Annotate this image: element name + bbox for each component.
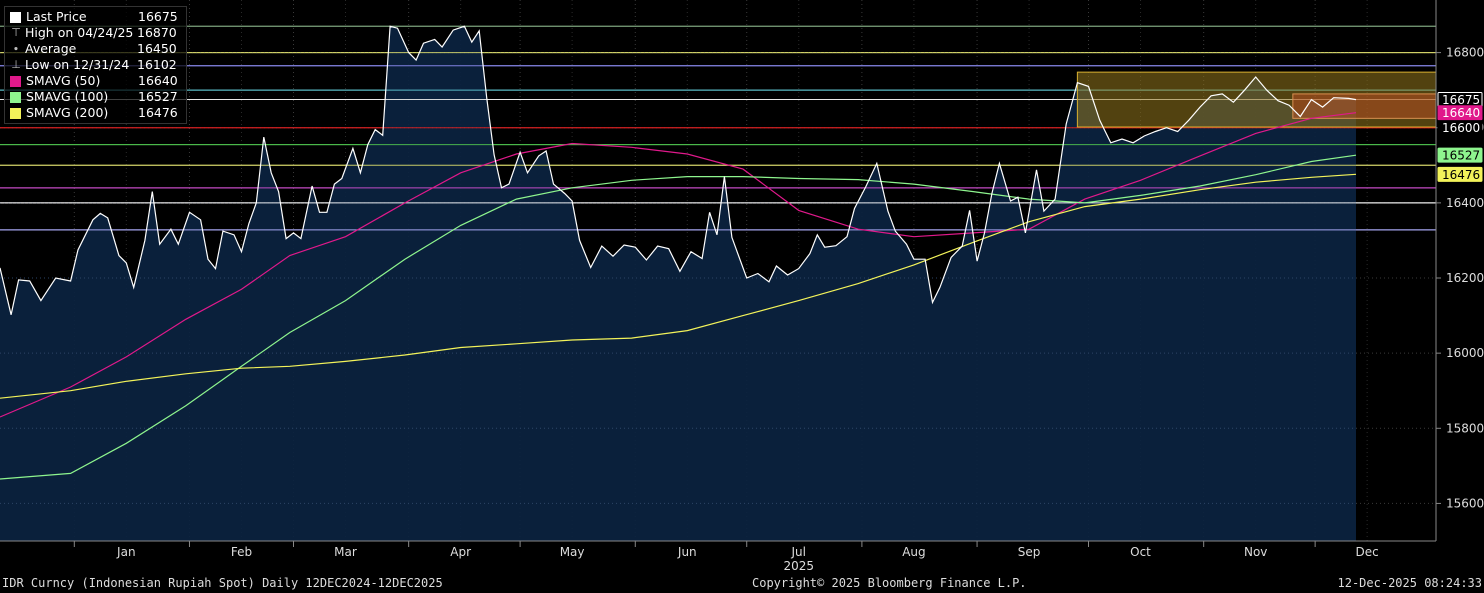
legend-label: Average [25, 41, 77, 56]
series-line [0, 154, 1357, 480]
legend-label: Low on 12/31/24 [25, 57, 130, 72]
value-label-text: 16675 [1442, 93, 1480, 107]
legend-swatch [10, 91, 21, 103]
value-label-box [1437, 120, 1483, 136]
legend-item[interactable]: SMAVG (200) 16476 [9, 105, 182, 121]
legend-item[interactable]: ∙ Average 16450 [9, 41, 182, 57]
highlight-boxes [1076, 71, 1437, 128]
copyright-text: Copyright© 2025 Bloomberg Finance L.P. [752, 576, 1027, 590]
footer-bar: IDR Curncy (Indonesian Rupiah Spot) Dail… [0, 575, 1484, 593]
legend-value: 16476 [138, 105, 178, 120]
avg-marker-icon: ∙ [12, 42, 20, 55]
x-tick-label: Oct [1130, 545, 1151, 559]
y-tick-label: 15800 [1446, 421, 1484, 435]
legend-label: High on 04/24/25 [25, 25, 134, 40]
price-area [0, 25, 1436, 542]
value-label-box [1437, 147, 1483, 163]
legend-value: 16675 [138, 9, 178, 24]
highlight-box [1076, 71, 1437, 128]
x-axis-title: 2025 [783, 559, 814, 573]
x-tick-label: Jun [677, 545, 697, 559]
y-tick-label: 16800 [1446, 46, 1484, 60]
x-tick-label: Jul [790, 545, 805, 559]
price-area-fill [0, 26, 1356, 542]
legend-swatch [10, 11, 21, 23]
legend-value: 16640 [138, 73, 178, 88]
x-tick-label: Nov [1244, 545, 1267, 559]
legend-label: SMAVG (100) [26, 89, 109, 104]
value-label-text: 16600 [1442, 121, 1480, 135]
x-axis-labels: Jan Feb Mar Apr May Jun Jul Aug Sep Oct Nov Dec 2025 [116, 545, 1379, 573]
legend-value: 16870 [137, 25, 177, 40]
x-tick-label: Apr [450, 545, 471, 559]
chart-legend[interactable]: Last Price 16675 ⊤ High on 04/24/25 16870 ∙ Av… [4, 6, 187, 124]
x-tick-label: Jan [116, 545, 136, 559]
value-label-box [1437, 105, 1483, 121]
legend-swatch [10, 107, 21, 119]
value-label-text: 16527 [1442, 149, 1480, 163]
y-tick-label: 16200 [1446, 271, 1484, 285]
value-label-box [1437, 166, 1483, 182]
legend-item[interactable]: ⊤ High on 04/24/25 16870 [9, 25, 182, 41]
series-line [0, 112, 1357, 418]
high-marker-icon: ⊤ [11, 26, 21, 39]
legend-item[interactable]: Last Price 16675 [9, 9, 182, 25]
legend-item[interactable]: SMAVG (50) 16640 [9, 73, 182, 89]
legend-label: SMAVG (50) [26, 73, 101, 88]
value-label-text: 16640 [1442, 106, 1480, 120]
x-tick-label: Aug [902, 545, 925, 559]
x-tick-label: Mar [334, 545, 357, 559]
y-tick-label: 16400 [1446, 196, 1484, 210]
low-marker-icon: ⊥ [11, 58, 21, 71]
x-tick-label: Feb [231, 545, 252, 559]
legend-item[interactable]: ⊥ Low on 12/31/24 16102 [9, 57, 182, 73]
series-line [0, 173, 1357, 399]
legend-label: Last Price [26, 9, 87, 24]
value-label-text: 16476 [1442, 168, 1480, 182]
legend-value: 16527 [138, 89, 178, 104]
x-tick-label: May [560, 545, 585, 559]
timestamp: 12-Dec-2025 08:24:33 [1337, 576, 1483, 590]
series-lines [0, 25, 1357, 480]
y-tick-label: 15600 [1446, 496, 1484, 510]
x-tick-label: Sep [1018, 545, 1041, 559]
legend-item[interactable]: SMAVG (100) 16527 [9, 89, 182, 105]
legend-swatch [10, 75, 21, 87]
axes [0, 0, 1441, 547]
highlight-box [1292, 93, 1437, 119]
series-line [0, 25, 1357, 315]
y-axis-labels: 15600158001600016200164001660016800 [1446, 46, 1484, 511]
y-tick-label: 16000 [1446, 346, 1484, 360]
x-tick-label: Dec [1356, 545, 1379, 559]
legend-value: 16450 [137, 41, 177, 56]
legend-value: 16102 [137, 57, 177, 72]
security-description: IDR Curncy (Indonesian Rupiah Spot) Dail… [2, 576, 443, 590]
legend-label: SMAVG (200) [26, 105, 109, 120]
